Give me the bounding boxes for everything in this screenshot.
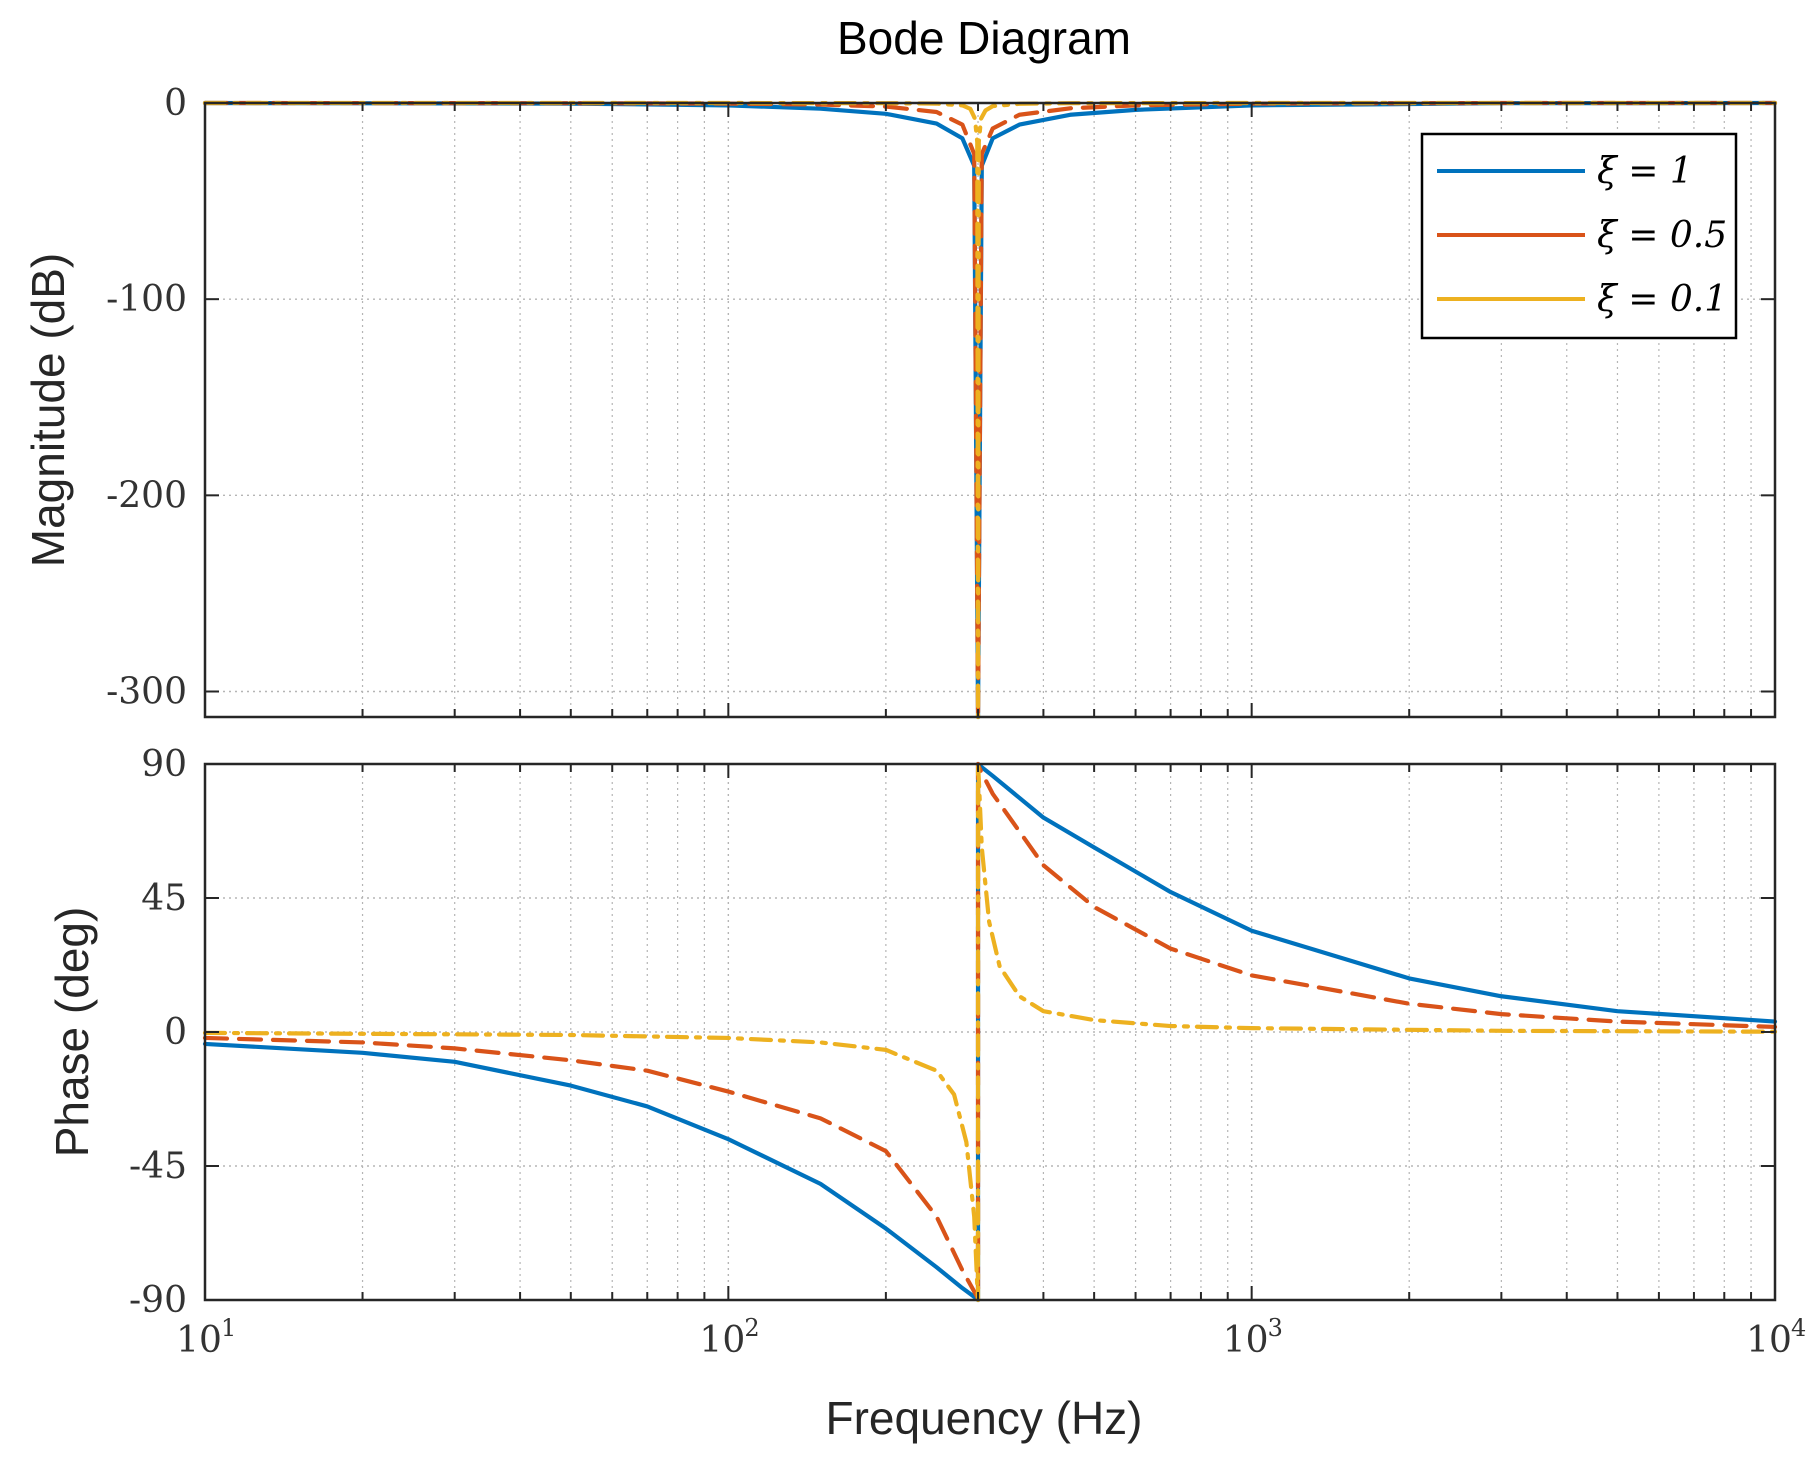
- y-tick-label: 90: [141, 744, 187, 785]
- x-tick-label: 10 2: [699, 1314, 759, 1361]
- x-tick-label: 10 1: [176, 1314, 236, 1361]
- chart-title: Bode Diagram: [837, 12, 1131, 64]
- x-tick-label-exponent: 4: [1791, 1314, 1806, 1342]
- y-tick-label: -45: [129, 1146, 187, 1187]
- y-tick-label: 0: [164, 1012, 187, 1053]
- x-tick-label-exponent: 1: [221, 1314, 236, 1342]
- x-tick-label-base: 10: [176, 1320, 222, 1361]
- frequency-xlabel: Frequency (Hz): [826, 1392, 1143, 1444]
- x-tick-label-base: 10: [699, 1320, 745, 1361]
- legend-label-zeta-0-1: ξ = 0.1: [1597, 279, 1727, 320]
- y-tick-label: -90: [129, 1280, 187, 1321]
- x-tick-label: 10 4: [1746, 1314, 1806, 1361]
- legend-label-zeta-1: ξ = 1: [1597, 151, 1693, 192]
- magnitude-panel: 0 -100 -200 -300 Magnitude (dB) ξ = 1 ξ = 0…: [22, 83, 1778, 720]
- magnitude-ylabel: Magnitude (dB): [22, 253, 74, 568]
- magnitude-axes-box: [203, 101, 1777, 719]
- legend: ξ = 1 ξ = 0.5 ξ = 0.1: [1420, 132, 1738, 340]
- y-tick-label: -100: [106, 279, 187, 320]
- y-tick-label: 45: [141, 878, 187, 919]
- legend-label-zeta-0-5: ξ = 0.5: [1597, 215, 1727, 256]
- x-tick-label-base: 10: [1223, 1320, 1269, 1361]
- phase-ylabel: Phase (deg): [46, 907, 98, 1158]
- phase-line-zeta-0-1: [202, 761, 1778, 1303]
- x-tick-label-exponent: 2: [744, 1314, 759, 1342]
- magnitude-ticks: 0 -100 -200 -300: [106, 83, 1775, 717]
- y-tick-label: 0: [164, 83, 187, 124]
- x-tick-label-base: 10: [1746, 1320, 1792, 1361]
- y-tick-label: -300: [106, 671, 187, 712]
- x-tick-label: 10 3: [1223, 1314, 1283, 1361]
- x-tick-label-exponent: 3: [1268, 1314, 1283, 1342]
- y-tick-label: -200: [106, 475, 187, 516]
